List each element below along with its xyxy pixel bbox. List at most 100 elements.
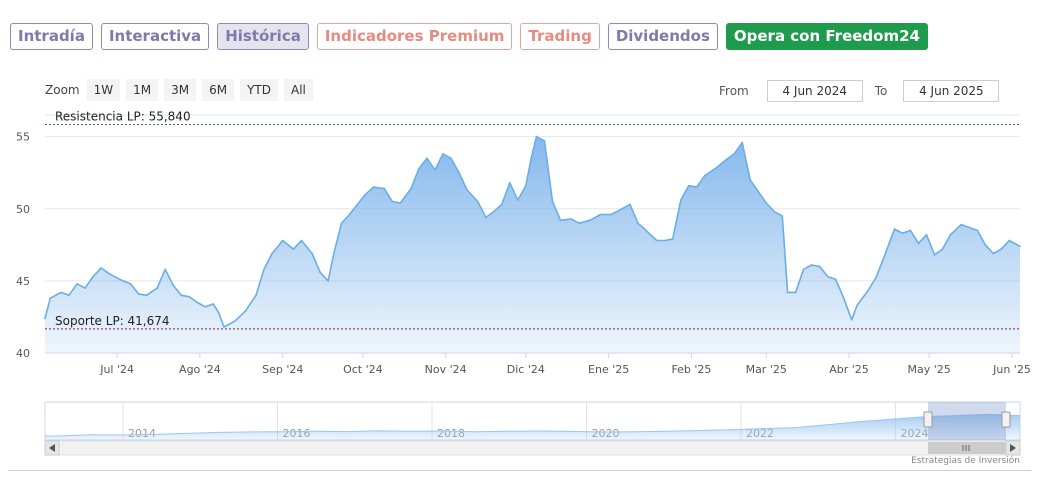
price-point — [458, 171, 460, 174]
price-point — [156, 287, 158, 289]
tab-2[interactable]: Histórica — [217, 23, 309, 50]
price-point — [530, 157, 532, 160]
price-point — [164, 268, 166, 271]
price-point — [188, 295, 190, 298]
scrollbar-thumb[interactable] — [928, 442, 1006, 454]
tab-1[interactable]: Interactiva — [100, 23, 210, 50]
zoom-3m-button[interactable]: 3M — [164, 79, 197, 101]
zoom-1m-button[interactable]: 1M — [126, 79, 159, 101]
x-tick-label: Dic '24 — [507, 363, 545, 376]
date-range: From 4 Jun 2024 To 4 Jun 2025 — [719, 80, 1000, 102]
price-point — [196, 301, 199, 304]
price-point — [941, 248, 944, 250]
x-tick-label: Sep '24 — [262, 363, 303, 376]
zoom-ytd-button[interactable]: YTD — [240, 79, 278, 101]
price-point — [949, 233, 952, 236]
price-point — [578, 222, 580, 224]
tab-6[interactable]: Opera con Freedom24 — [725, 23, 928, 50]
price-point — [984, 244, 987, 246]
price-point — [629, 203, 631, 206]
y-tick-label: 45 — [16, 275, 30, 288]
zoom-1w-button[interactable]: 1W — [86, 79, 121, 101]
price-point — [92, 275, 94, 278]
price-point — [204, 306, 207, 308]
price-point — [1019, 245, 1021, 248]
price-point — [327, 280, 330, 282]
footer-divider — [8, 470, 1031, 471]
price-point — [281, 239, 284, 242]
x-tick-label: Oct '24 — [343, 363, 383, 376]
price-point — [517, 199, 519, 201]
x-tick-label: Nov '24 — [425, 363, 467, 376]
price-point — [570, 218, 572, 220]
y-tick-label: 50 — [16, 203, 30, 216]
price-point — [466, 189, 468, 191]
price-point — [364, 193, 367, 196]
price-point — [217, 311, 220, 314]
price-point — [992, 252, 995, 255]
price-point — [976, 229, 979, 232]
price-point — [663, 239, 666, 242]
price-point — [909, 229, 912, 232]
price-point — [671, 238, 674, 240]
price-point — [1000, 248, 1003, 250]
price-point — [714, 167, 717, 170]
price-point — [145, 294, 148, 297]
from-label: From — [719, 84, 749, 98]
price-point — [100, 267, 102, 269]
price-point — [68, 294, 70, 297]
price-point — [802, 268, 805, 271]
price-point — [781, 215, 784, 217]
price-point — [485, 216, 487, 219]
price-point — [442, 153, 444, 155]
price-point — [733, 153, 735, 155]
price-point — [223, 326, 225, 328]
price-point — [834, 278, 837, 281]
price-point — [741, 141, 743, 144]
navigator-year-label: 2018 — [437, 427, 465, 440]
navigator-left-handle[interactable] — [923, 411, 933, 428]
tab-4[interactable]: Trading — [520, 23, 600, 50]
zoom-all-button[interactable]: All — [284, 79, 313, 101]
price-point — [137, 293, 140, 295]
to-date-input[interactable]: 4 Jun 2025 — [903, 80, 1000, 102]
price-point — [418, 167, 420, 170]
tab-bar: Intradía Interactiva Histórica Indicadores … — [10, 23, 928, 50]
price-point — [925, 233, 928, 236]
price-point — [493, 210, 495, 213]
price-point — [893, 228, 896, 230]
price-point — [332, 254, 335, 256]
y-tick-label: 40 — [16, 347, 30, 360]
tab-0[interactable]: Intradía — [10, 23, 93, 50]
tab-3[interactable]: Indicadores Premium — [316, 23, 513, 50]
tab-5[interactable]: Dividendos — [607, 23, 718, 50]
price-point — [818, 265, 821, 268]
scroll-left-button[interactable] — [44, 440, 60, 456]
price-point — [348, 213, 351, 216]
price-point — [255, 294, 257, 297]
price-point — [108, 272, 110, 275]
navigator-year-label: 2020 — [592, 427, 620, 440]
price-point — [794, 291, 797, 294]
price-point — [212, 303, 215, 305]
price-point — [44, 317, 46, 320]
price-point — [917, 242, 920, 245]
price-point — [319, 271, 321, 274]
navigator-right-handle[interactable] — [1001, 411, 1011, 428]
navigator-area — [45, 414, 1020, 440]
scroll-right-button[interactable] — [1005, 440, 1021, 456]
price-point — [391, 200, 394, 203]
zoom-6m-button[interactable]: 6M — [202, 79, 235, 101]
from-date-input[interactable]: 4 Jun 2024 — [766, 80, 863, 102]
price-point — [356, 203, 359, 206]
arrow-left-icon — [49, 444, 55, 452]
price-point — [901, 232, 904, 235]
navigator-selection[interactable] — [928, 402, 1006, 440]
price-point — [129, 283, 132, 285]
x-tick-label: Mar '25 — [746, 363, 787, 376]
price-point — [621, 208, 623, 210]
price-point — [599, 213, 602, 216]
support-label: Soporte LP: 41,674 — [55, 314, 170, 328]
scrollbar-track[interactable] — [44, 440, 1021, 456]
